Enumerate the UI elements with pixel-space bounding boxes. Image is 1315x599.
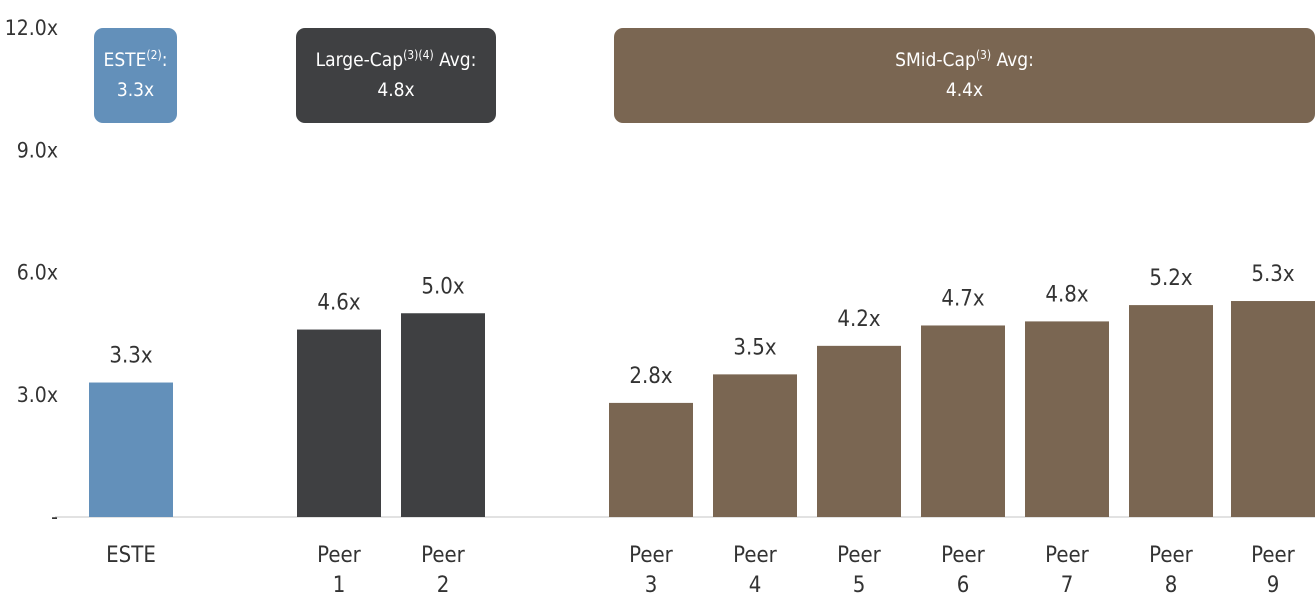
category-label: Peer — [837, 543, 882, 568]
value-label: 4.6x — [317, 291, 360, 316]
group-suffix: : — [162, 49, 168, 71]
group-name: Large-Cap — [316, 49, 404, 71]
bar — [401, 313, 485, 517]
bar — [921, 325, 1005, 517]
bar — [609, 402, 693, 517]
category-label: ESTE — [106, 543, 156, 568]
value-label: 2.8x — [629, 364, 672, 389]
group-name: SMid-Cap — [895, 49, 976, 71]
category-label: 9 — [1267, 573, 1280, 598]
category-label: 5 — [853, 573, 866, 598]
bar — [1231, 301, 1315, 517]
este-average-heading: ESTE(2): — [104, 48, 168, 71]
value-label: 4.7x — [941, 286, 984, 311]
large-average-value: 4.8x — [377, 79, 414, 101]
y-tick-label: 6.0x — [17, 261, 58, 285]
category-label: 8 — [1165, 573, 1178, 598]
category-label: 2 — [437, 573, 450, 598]
value-label: 3.3x — [109, 344, 152, 369]
category-label: Peer — [1149, 543, 1194, 568]
smid-average-value: 4.4x — [946, 79, 983, 101]
este-average-box — [94, 28, 177, 123]
footnote-superscript: (3)(4) — [403, 48, 434, 62]
y-tick-label: 3.0x — [17, 383, 58, 407]
bar — [297, 329, 381, 517]
category-label: Peer — [733, 543, 778, 568]
bar — [89, 382, 173, 517]
value-label: 4.2x — [837, 307, 880, 332]
y-tick-label: - — [51, 505, 58, 529]
bar — [1025, 321, 1109, 517]
smid-average-heading: SMid-Cap(3) Avg: — [895, 48, 1034, 71]
large-average-box — [296, 28, 496, 123]
value-label: 5.3x — [1251, 262, 1294, 287]
category-label: 7 — [1061, 573, 1074, 598]
value-label: 5.2x — [1149, 266, 1192, 291]
group-name: ESTE — [104, 49, 147, 71]
value-label: 4.8x — [1045, 282, 1088, 307]
y-tick-label: 9.0x — [17, 138, 58, 162]
category-label: 6 — [957, 573, 970, 598]
category-label: Peer — [941, 543, 986, 568]
category-label: 3 — [645, 573, 658, 598]
value-label: 5.0x — [421, 274, 464, 299]
este-average-value: 3.3x — [117, 79, 154, 101]
smid-average-box — [614, 28, 1315, 123]
footnote-superscript: (3) — [976, 48, 991, 62]
group-suffix: Avg: — [434, 49, 477, 71]
bar — [1129, 305, 1213, 517]
y-tick-label: 12.0x — [5, 16, 58, 40]
group-suffix: Avg: — [991, 49, 1034, 71]
category-label: Peer — [1251, 543, 1296, 568]
category-label: 1 — [333, 573, 346, 598]
bar — [817, 345, 901, 517]
category-label: 4 — [749, 573, 762, 598]
category-label: Peer — [421, 543, 466, 568]
category-label: Peer — [317, 543, 362, 568]
category-label: Peer — [1045, 543, 1090, 568]
bar — [713, 374, 797, 517]
large-average-heading: Large-Cap(3)(4) Avg: — [316, 48, 477, 71]
category-label: Peer — [629, 543, 674, 568]
footnote-superscript: (2) — [146, 48, 161, 62]
value-label: 3.5x — [733, 335, 776, 360]
